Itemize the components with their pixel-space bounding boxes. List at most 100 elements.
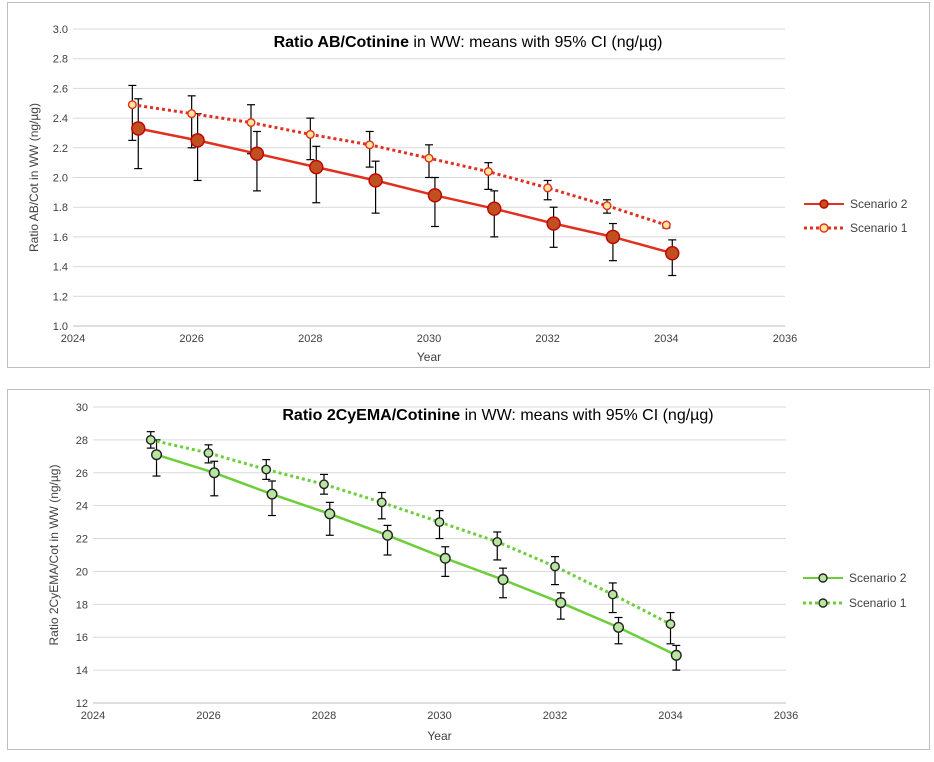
- data-point: [665, 246, 680, 261]
- chart-2cyema-cotinine: 12 14 16 18 20 22 24 26 28 30 2024 2026 2028 2030 2032…: [47, 402, 907, 743]
- x-tick-label: 2028: [312, 710, 336, 722]
- y-tick-label: 14: [76, 665, 88, 677]
- chart-title-rest: in WW: means with 95% CI (ng/µg): [409, 34, 662, 51]
- x-tick-label: 2030: [417, 333, 441, 345]
- data-point: [434, 517, 445, 528]
- data-point: [439, 552, 451, 564]
- y-tick-label: 1.4: [53, 262, 68, 274]
- y-tick-label: 22: [76, 534, 88, 546]
- data-point: [550, 561, 560, 572]
- y-tick-label: 28: [76, 435, 88, 447]
- y-tick-label: 2.4: [53, 113, 68, 125]
- data-point: [365, 140, 375, 150]
- series-line: [150, 438, 672, 626]
- chart-title: Ratio AB/Cotinine in WW: means with 95% …: [274, 34, 663, 51]
- y-tick-label: 3.0: [53, 24, 68, 36]
- data-point: [613, 621, 625, 633]
- y-axis-title: Ratio 2CyEMA/Cot in WW (ng/µg): [47, 465, 61, 646]
- x-tick-label: 2036: [773, 333, 797, 345]
- data-point: [305, 129, 315, 139]
- x-tick-label: 2032: [543, 710, 567, 722]
- chart-title-rest: in WW: means with 95% CI (ng/µg): [460, 407, 713, 424]
- y-tick-label: 2.8: [53, 54, 68, 66]
- legend-label: Scenario 1: [849, 596, 907, 610]
- data-point: [670, 649, 682, 661]
- y-tick-label: 26: [76, 468, 88, 480]
- legend-marker: [818, 573, 828, 583]
- data-point: [665, 619, 676, 629]
- x-tick-label: 2032: [535, 333, 559, 345]
- data-point: [483, 167, 493, 177]
- x-tick-label: 2028: [298, 333, 322, 345]
- legend-label: Scenario 2: [850, 197, 908, 211]
- y-tick-label: 18: [76, 599, 88, 611]
- x-tick-label: 2024: [81, 710, 105, 722]
- data-point: [127, 100, 137, 110]
- chart-title-bold: Ratio AB/Cotinine: [274, 34, 410, 51]
- x-tick-label: 2034: [654, 333, 678, 345]
- chart-ab-cotinine: 1.0 1.2 1.4 1.6 1.8 2.0 2.2 2.4 2.6 2.8 3.0 2024 202…: [27, 24, 908, 364]
- series-line: [156, 453, 677, 657]
- chart-panel-2cyema: 12 14 16 18 20 22 24 26 28 30 2024 2026 2028 2030 2032…: [7, 389, 930, 750]
- data-point: [605, 229, 621, 245]
- data-point: [187, 109, 197, 119]
- y-tick-label: 16: [76, 632, 88, 644]
- data-point: [190, 133, 205, 148]
- x-tick-label: 2026: [196, 710, 220, 722]
- legend-label: Scenario 1: [850, 221, 908, 235]
- y-tick-label: 24: [76, 501, 88, 513]
- x-axis-title: Year: [417, 350, 441, 364]
- x-tick-label: 2024: [61, 333, 85, 345]
- y-tick-label: 2.0: [53, 173, 68, 185]
- data-point: [602, 201, 612, 211]
- x-tick-label: 2030: [427, 710, 451, 722]
- data-point: [382, 529, 394, 541]
- data-point: [555, 597, 567, 609]
- y-tick-label: 1.2: [53, 291, 68, 303]
- data-point: [249, 146, 265, 161]
- data-point: [324, 508, 336, 520]
- series-line: [132, 103, 667, 227]
- data-point: [376, 497, 387, 508]
- x-tick-label: 2026: [179, 333, 203, 345]
- y-tick-label: 30: [76, 402, 88, 414]
- data-point: [145, 434, 156, 445]
- legend-marker: [819, 199, 829, 209]
- y-axis-title: Ratio AB/Cot in WW (ng/µg): [27, 103, 41, 252]
- y-tick-label: 2.6: [53, 83, 68, 95]
- chart-title: Ratio 2CyEMA/Cotinine in WW: means with …: [282, 407, 713, 424]
- data-point: [368, 173, 383, 188]
- series-line: [138, 127, 673, 255]
- data-point: [131, 121, 146, 136]
- data-point: [492, 536, 503, 547]
- y-tick-label: 1.8: [53, 202, 68, 214]
- data-point: [546, 216, 561, 231]
- x-tick-label: 2034: [658, 710, 682, 722]
- y-tick-label: 12: [76, 698, 88, 710]
- data-point: [424, 153, 434, 163]
- data-point: [309, 159, 324, 175]
- data-point: [487, 201, 502, 216]
- x-axis-title: Year: [427, 729, 451, 743]
- y-tick-label: 2.2: [53, 143, 68, 155]
- data-point: [151, 449, 163, 461]
- legend-marker: [818, 598, 828, 608]
- y-tick-label: 20: [76, 566, 88, 578]
- chart-panel-ab: 1.0 1.2 1.4 1.6 1.8 2.0 2.2 2.4 2.6 2.8 3.0 2024 202…: [7, 2, 930, 368]
- data-point: [497, 574, 509, 586]
- data-point: [661, 220, 671, 230]
- legend-marker: [819, 223, 829, 233]
- x-tick-label: 2036: [774, 710, 798, 722]
- data-point: [203, 448, 214, 458]
- data-point: [246, 118, 256, 128]
- legend-label: Scenario 2: [849, 571, 907, 585]
- y-tick-label: 1.0: [53, 321, 68, 333]
- data-point: [261, 464, 272, 475]
- data-point: [543, 183, 553, 193]
- chart-title-bold: Ratio 2CyEMA/Cotinine: [282, 407, 460, 424]
- data-point: [607, 589, 618, 600]
- data-point: [266, 488, 278, 500]
- data-point: [208, 467, 220, 479]
- data-point: [319, 479, 329, 490]
- data-point: [427, 188, 443, 203]
